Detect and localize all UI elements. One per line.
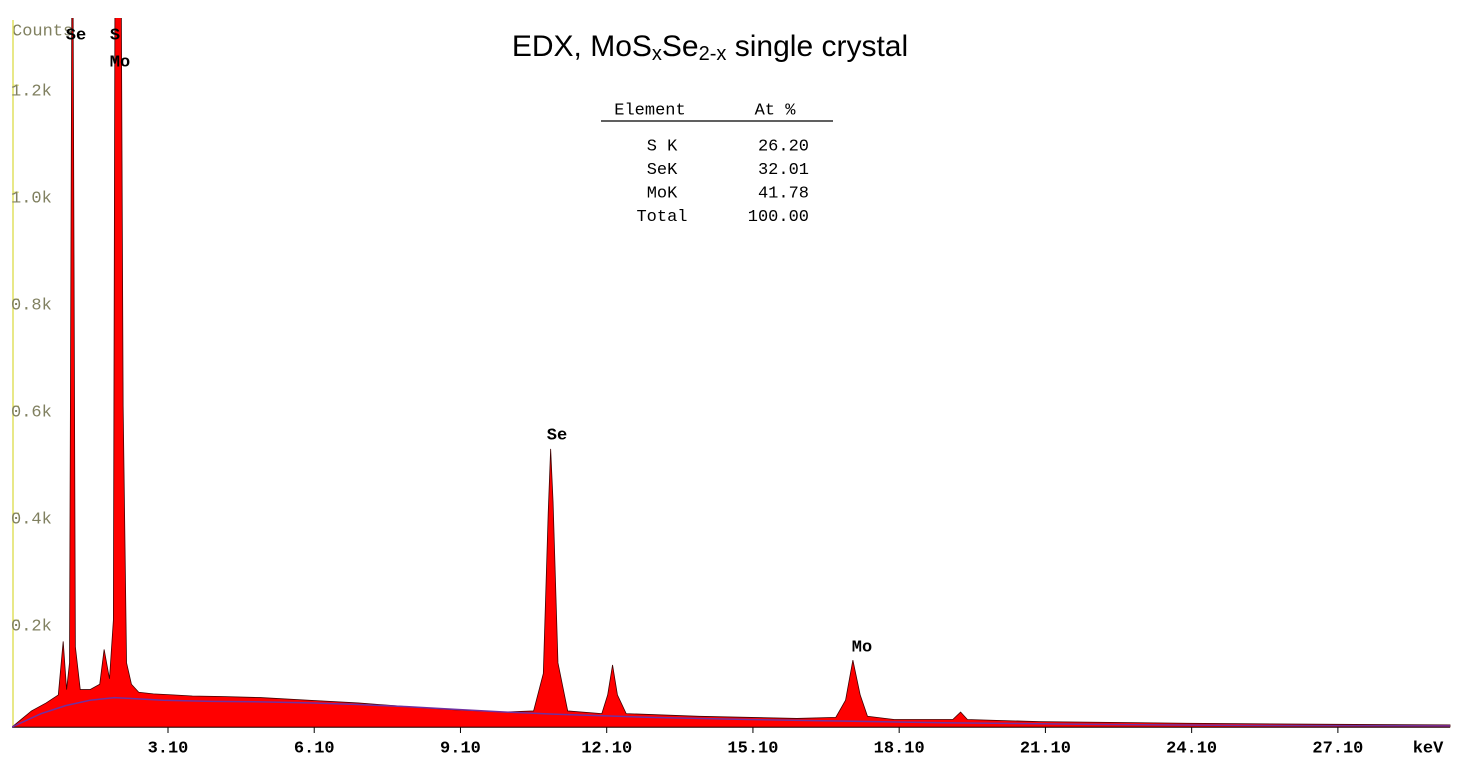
title-part: single crystal: [726, 30, 908, 63]
y-tick-label: 0.2k: [11, 618, 52, 637]
peak-label: Mo: [852, 638, 872, 657]
background-fit: [12, 696, 1451, 728]
x-tick-label: 3.10: [148, 739, 189, 758]
peak-label: Mo: [110, 53, 130, 72]
y-tick-label: 1.2k: [11, 83, 52, 102]
plot-area: [12, 18, 1451, 728]
y-tick-label: 0.4k: [11, 511, 52, 530]
x-tick-label: 12.10: [581, 739, 632, 758]
x-tick-label: 15.10: [727, 739, 778, 758]
x-tick-label: 21.10: [1020, 739, 1071, 758]
title-part: 2-x: [699, 43, 727, 65]
table-cell: SeK: [647, 161, 678, 180]
x-tick-label: 27.10: [1312, 739, 1363, 758]
x-tick-label: 18.10: [874, 739, 925, 758]
y-tick-label: 0.6k: [11, 404, 52, 423]
title-part: x: [652, 43, 662, 65]
x-tick-label: 9.10: [440, 739, 481, 758]
table-cell: Total: [636, 208, 687, 227]
peak-label: S: [110, 26, 120, 45]
y-tick-label: 1.0k: [11, 190, 52, 209]
y-tick-label: 0.8k: [11, 297, 52, 316]
table-cell: 100.00: [748, 208, 809, 227]
x-tick-label: 6.10: [294, 739, 335, 758]
table-header: At %: [755, 101, 797, 120]
table-header: Element: [614, 101, 685, 120]
table-cell: 32.01: [758, 161, 809, 180]
chart-title: EDX, MoSxSe2-x single crystal: [512, 30, 908, 65]
table-cell: S K: [647, 137, 678, 156]
title-part: EDX, MoS: [512, 30, 652, 63]
peak-label: Se: [547, 426, 567, 445]
table-cell: 26.20: [758, 137, 809, 156]
table-cell: 41.78: [758, 184, 809, 203]
table-cell: MoK: [647, 184, 678, 203]
y-axis-label: Counts: [12, 22, 73, 41]
x-axis-label: keV: [1413, 739, 1444, 758]
title-part: Se: [662, 30, 699, 63]
spectrum-area: [12, 18, 1451, 728]
x-tick-label: 24.10: [1166, 739, 1217, 758]
peak-label: Se: [66, 26, 86, 45]
